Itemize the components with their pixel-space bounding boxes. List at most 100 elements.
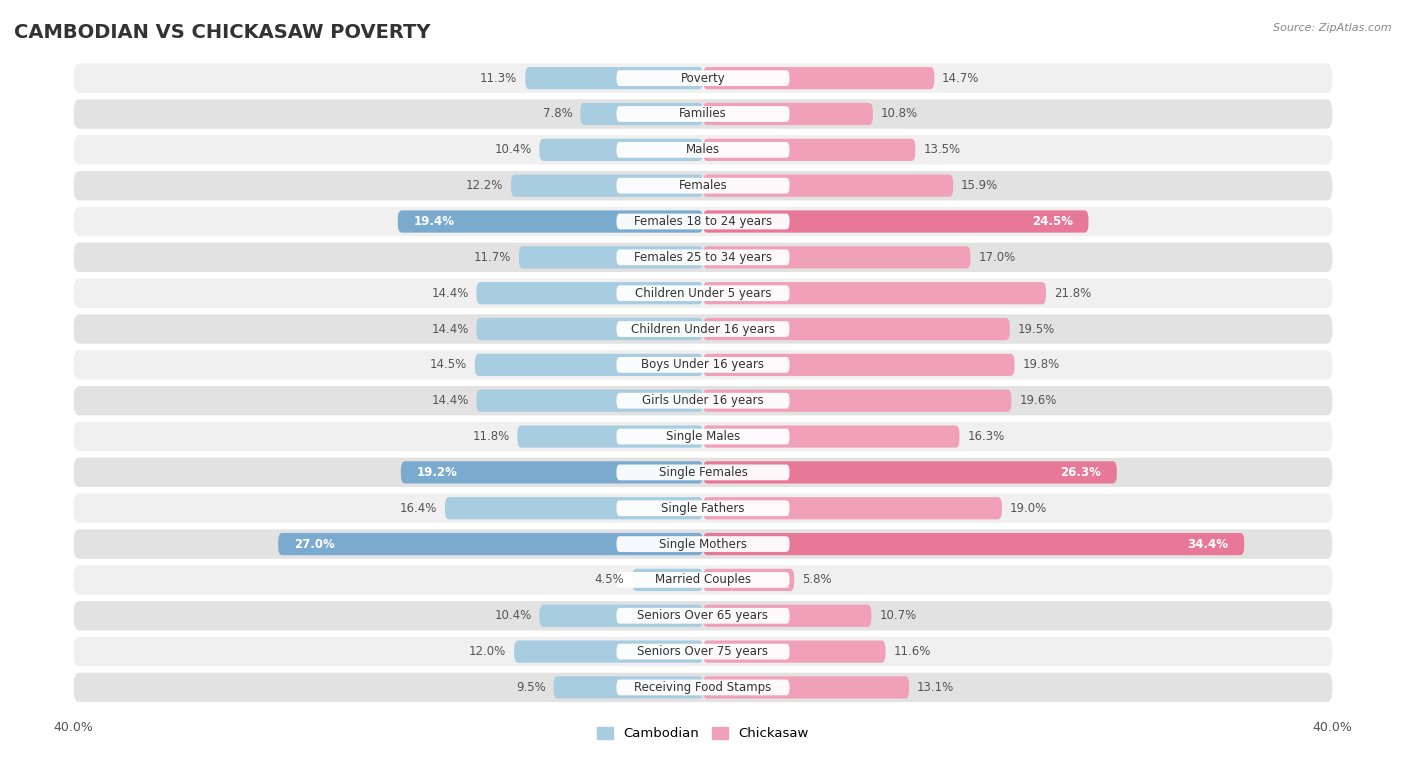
FancyBboxPatch shape: [703, 641, 886, 662]
FancyBboxPatch shape: [616, 142, 790, 158]
Text: 14.4%: 14.4%: [432, 287, 468, 299]
Text: 17.0%: 17.0%: [979, 251, 1015, 264]
FancyBboxPatch shape: [73, 99, 1333, 129]
Text: Females: Females: [679, 179, 727, 193]
FancyBboxPatch shape: [616, 249, 790, 265]
Text: Males: Males: [686, 143, 720, 156]
FancyBboxPatch shape: [73, 64, 1333, 92]
FancyBboxPatch shape: [703, 676, 910, 699]
FancyBboxPatch shape: [519, 246, 703, 268]
Text: 10.8%: 10.8%: [880, 108, 918, 121]
Text: CAMBODIAN VS CHICKASAW POVERTY: CAMBODIAN VS CHICKASAW POVERTY: [14, 23, 430, 42]
Text: 11.7%: 11.7%: [474, 251, 510, 264]
FancyBboxPatch shape: [517, 425, 703, 448]
FancyBboxPatch shape: [703, 462, 1116, 484]
Text: 19.5%: 19.5%: [1018, 323, 1054, 336]
Text: 16.4%: 16.4%: [399, 502, 437, 515]
FancyBboxPatch shape: [73, 565, 1333, 594]
FancyBboxPatch shape: [526, 67, 703, 89]
Text: Seniors Over 65 years: Seniors Over 65 years: [637, 609, 769, 622]
Text: 19.6%: 19.6%: [1019, 394, 1057, 407]
Text: 14.5%: 14.5%: [430, 359, 467, 371]
FancyBboxPatch shape: [477, 318, 703, 340]
Text: Boys Under 16 years: Boys Under 16 years: [641, 359, 765, 371]
FancyBboxPatch shape: [616, 70, 790, 86]
Text: 19.0%: 19.0%: [1010, 502, 1047, 515]
FancyBboxPatch shape: [633, 568, 703, 591]
FancyBboxPatch shape: [703, 67, 934, 89]
FancyBboxPatch shape: [73, 350, 1333, 380]
Text: 10.4%: 10.4%: [495, 609, 531, 622]
Text: 11.3%: 11.3%: [479, 72, 517, 85]
Text: 13.5%: 13.5%: [924, 143, 960, 156]
FancyBboxPatch shape: [73, 529, 1333, 559]
FancyBboxPatch shape: [703, 139, 915, 161]
Text: Females 25 to 34 years: Females 25 to 34 years: [634, 251, 772, 264]
FancyBboxPatch shape: [703, 390, 1011, 412]
FancyBboxPatch shape: [510, 174, 703, 197]
FancyBboxPatch shape: [444, 497, 703, 519]
Text: Single Fathers: Single Fathers: [661, 502, 745, 515]
Text: 14.4%: 14.4%: [432, 394, 468, 407]
FancyBboxPatch shape: [73, 458, 1333, 487]
FancyBboxPatch shape: [703, 211, 1088, 233]
Text: 13.1%: 13.1%: [917, 681, 955, 694]
FancyBboxPatch shape: [703, 103, 873, 125]
FancyBboxPatch shape: [73, 135, 1333, 164]
Text: Children Under 5 years: Children Under 5 years: [634, 287, 772, 299]
FancyBboxPatch shape: [703, 497, 1002, 519]
Text: 19.4%: 19.4%: [413, 215, 454, 228]
Text: 14.7%: 14.7%: [942, 72, 980, 85]
Text: 10.7%: 10.7%: [879, 609, 917, 622]
FancyBboxPatch shape: [616, 285, 790, 301]
FancyBboxPatch shape: [703, 605, 872, 627]
Text: 12.2%: 12.2%: [465, 179, 503, 193]
Text: 4.5%: 4.5%: [595, 573, 624, 587]
Text: 5.8%: 5.8%: [801, 573, 832, 587]
Text: Single Mothers: Single Mothers: [659, 537, 747, 550]
FancyBboxPatch shape: [616, 393, 790, 409]
FancyBboxPatch shape: [73, 493, 1333, 523]
Text: 11.6%: 11.6%: [893, 645, 931, 658]
FancyBboxPatch shape: [703, 568, 794, 591]
Text: 11.8%: 11.8%: [472, 430, 509, 443]
Text: Seniors Over 75 years: Seniors Over 75 years: [637, 645, 769, 658]
FancyBboxPatch shape: [477, 390, 703, 412]
FancyBboxPatch shape: [554, 676, 703, 699]
FancyBboxPatch shape: [73, 315, 1333, 343]
Text: 27.0%: 27.0%: [294, 537, 335, 550]
Text: 24.5%: 24.5%: [1032, 215, 1073, 228]
FancyBboxPatch shape: [703, 174, 953, 197]
Legend: Cambodian, Chickasaw: Cambodian, Chickasaw: [592, 722, 814, 745]
FancyBboxPatch shape: [703, 425, 959, 448]
Text: Children Under 16 years: Children Under 16 years: [631, 323, 775, 336]
FancyBboxPatch shape: [616, 644, 790, 659]
FancyBboxPatch shape: [703, 282, 1046, 304]
FancyBboxPatch shape: [73, 637, 1333, 666]
FancyBboxPatch shape: [616, 106, 790, 122]
Text: Poverty: Poverty: [681, 72, 725, 85]
Text: 16.3%: 16.3%: [967, 430, 1004, 443]
FancyBboxPatch shape: [477, 282, 703, 304]
Text: 12.0%: 12.0%: [470, 645, 506, 658]
FancyBboxPatch shape: [616, 536, 790, 552]
Text: Receiving Food Stamps: Receiving Food Stamps: [634, 681, 772, 694]
FancyBboxPatch shape: [73, 422, 1333, 451]
FancyBboxPatch shape: [616, 321, 790, 337]
FancyBboxPatch shape: [616, 429, 790, 444]
FancyBboxPatch shape: [398, 211, 703, 233]
Text: 26.3%: 26.3%: [1060, 466, 1101, 479]
FancyBboxPatch shape: [73, 243, 1333, 272]
FancyBboxPatch shape: [703, 533, 1244, 555]
FancyBboxPatch shape: [73, 171, 1333, 200]
Text: 19.2%: 19.2%: [416, 466, 457, 479]
Text: Source: ZipAtlas.com: Source: ZipAtlas.com: [1274, 23, 1392, 33]
Text: 14.4%: 14.4%: [432, 323, 468, 336]
Text: Females 18 to 24 years: Females 18 to 24 years: [634, 215, 772, 228]
Text: 7.8%: 7.8%: [543, 108, 572, 121]
FancyBboxPatch shape: [616, 572, 790, 587]
FancyBboxPatch shape: [475, 354, 703, 376]
FancyBboxPatch shape: [73, 207, 1333, 236]
Text: 15.9%: 15.9%: [962, 179, 998, 193]
FancyBboxPatch shape: [616, 500, 790, 516]
